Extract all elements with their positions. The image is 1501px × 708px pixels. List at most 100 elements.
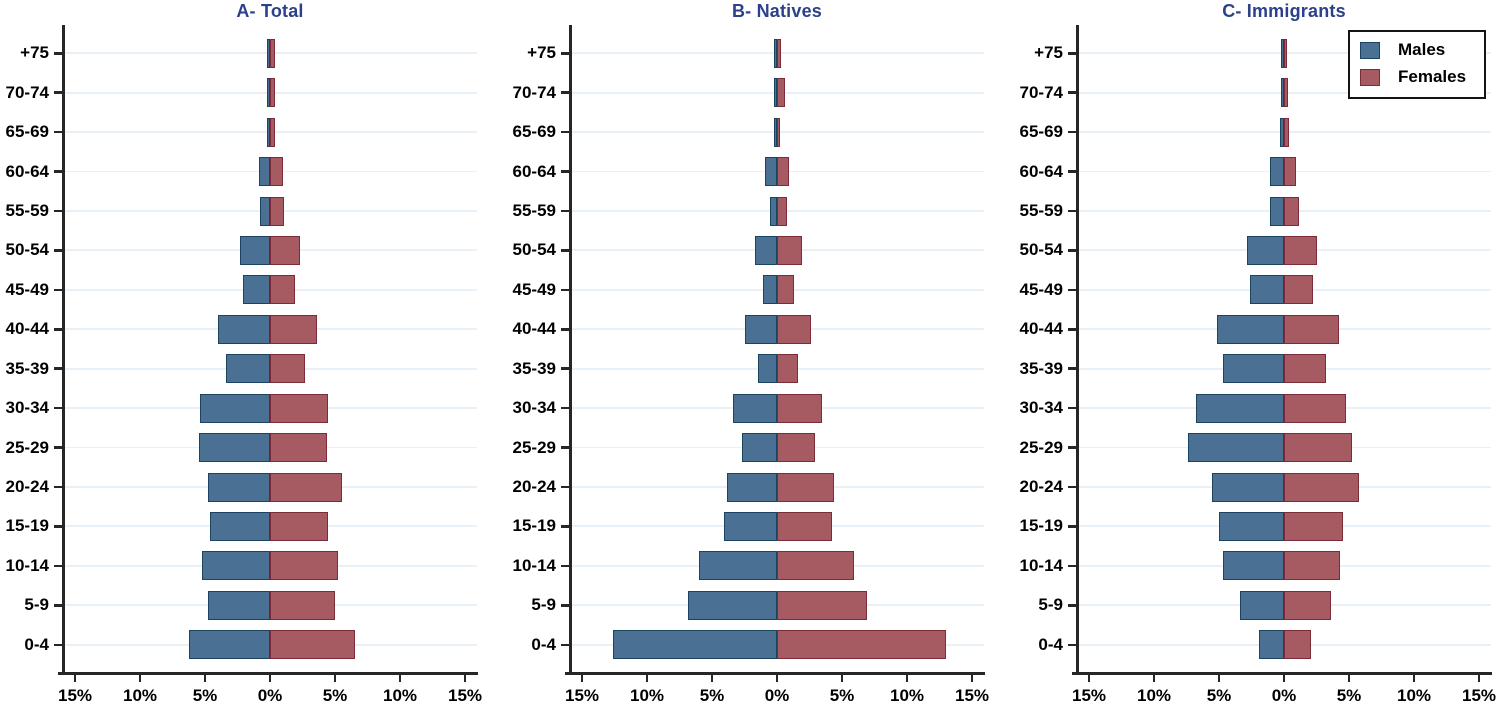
bar-females-0-4 bbox=[270, 630, 355, 660]
y-tick bbox=[54, 643, 63, 646]
y-axis-label: 30-34 bbox=[512, 398, 556, 418]
y-tick bbox=[54, 525, 63, 528]
x-tick bbox=[1347, 674, 1351, 682]
y-tick bbox=[561, 406, 570, 410]
bar-females-60-64 bbox=[270, 157, 283, 187]
bar-females-+75 bbox=[1284, 38, 1288, 68]
bar-males-65-69 bbox=[1280, 117, 1284, 147]
y-axis-label: 0-4 bbox=[1038, 634, 1063, 654]
panel-title: B- Natives bbox=[731, 1, 823, 21]
plot-area-total: A- Total +75 70-74 65-69 60-64 55-59 50-54 45-… bbox=[6, 1, 483, 705]
y-tick bbox=[1068, 643, 1077, 646]
x-tick bbox=[1282, 674, 1286, 682]
x-tick-label: 10% bbox=[122, 686, 158, 705]
y-tick bbox=[561, 446, 570, 449]
y-axis-label: 15-19 bbox=[1019, 516, 1063, 536]
x-axis-line bbox=[1072, 672, 1492, 675]
y-axis-label: +75 bbox=[20, 43, 49, 63]
y-tick bbox=[561, 328, 570, 331]
y-axis-label: 5-9 bbox=[531, 595, 556, 615]
bar-females-25-29 bbox=[1284, 433, 1352, 463]
y-axis-line bbox=[62, 25, 65, 675]
bar-males-+75 bbox=[266, 38, 270, 68]
x-tick bbox=[463, 674, 467, 682]
plot-area-immigrants: C- Immigrants Males Females +75 70-74 65-6… bbox=[1020, 1, 1497, 705]
bar-males-50-54 bbox=[754, 235, 777, 265]
y-tick bbox=[561, 564, 570, 568]
bar-males-20-24 bbox=[726, 472, 777, 502]
legend-item-females: Females bbox=[1360, 68, 1466, 86]
bar-males-10-14 bbox=[1222, 551, 1284, 581]
bar-males-55-59 bbox=[1270, 196, 1284, 226]
y-axis-label: +75 bbox=[527, 43, 556, 63]
bar-females-5-9 bbox=[270, 590, 335, 620]
y-axis-label: 55-59 bbox=[5, 201, 49, 221]
bar-males-25-29 bbox=[198, 433, 270, 463]
y-axis-label: 50-54 bbox=[1019, 240, 1063, 260]
bar-males-5-9 bbox=[687, 590, 777, 620]
bar-females-40-44 bbox=[1284, 314, 1339, 344]
x-tick-label: 10% bbox=[629, 686, 665, 705]
bar-females-+75 bbox=[270, 38, 275, 68]
bar-females-5-9 bbox=[777, 590, 868, 620]
y-tick bbox=[561, 130, 570, 134]
bar-males-40-44 bbox=[744, 314, 777, 344]
bar-females-35-39 bbox=[270, 354, 306, 384]
bar-females-65-69 bbox=[777, 117, 781, 147]
x-tick bbox=[775, 674, 779, 682]
bar-males-70-74 bbox=[266, 78, 270, 108]
bar-females-70-74 bbox=[777, 78, 785, 108]
bar-males-+75 bbox=[1280, 38, 1284, 68]
y-axis-label: 25-29 bbox=[1019, 437, 1063, 457]
y-tick bbox=[54, 170, 63, 173]
y-tick bbox=[54, 485, 63, 489]
y-axis-label: 35-39 bbox=[512, 358, 556, 378]
bar-males-55-59 bbox=[769, 196, 777, 226]
panel-c-immigrants: C- Immigrants Males Females +75 70-74 65-6… bbox=[1020, 0, 1497, 708]
y-tick bbox=[1068, 170, 1077, 173]
y-axis-label: 0-4 bbox=[531, 634, 556, 654]
bar-males-0-4 bbox=[189, 630, 270, 660]
bar-females-70-74 bbox=[1284, 78, 1288, 108]
x-tick-label: 0% bbox=[764, 686, 790, 705]
bar-males-0-4 bbox=[1259, 630, 1284, 660]
bar-males-35-39 bbox=[226, 354, 270, 384]
bar-females-10-14 bbox=[270, 551, 338, 581]
y-axis-label: 65-69 bbox=[5, 122, 49, 142]
y-tick bbox=[54, 288, 63, 292]
y-axis-label: 65-69 bbox=[1019, 122, 1063, 142]
plot-area-natives: B- Natives +75 70-74 65-69 60-64 55-59 50-54 4… bbox=[513, 1, 990, 705]
bar-males-35-39 bbox=[757, 354, 777, 384]
x-tick bbox=[710, 674, 714, 682]
bar-males-70-74 bbox=[1280, 78, 1284, 108]
y-axis-label: 15-19 bbox=[512, 516, 556, 536]
y-axis-label: 25-29 bbox=[5, 437, 49, 457]
bar-females-55-59 bbox=[777, 196, 787, 226]
x-tick-label: 10% bbox=[382, 686, 418, 705]
bar-males-25-29 bbox=[741, 433, 777, 463]
y-axis-label: 60-64 bbox=[512, 161, 556, 181]
x-tick bbox=[73, 674, 77, 682]
y-tick bbox=[54, 209, 63, 213]
y-tick bbox=[561, 367, 570, 370]
y-axis-label: 60-64 bbox=[1019, 161, 1063, 181]
x-tick bbox=[905, 674, 909, 682]
bar-males-10-14 bbox=[202, 551, 270, 581]
bar-males-15-19 bbox=[723, 511, 777, 541]
panel-title: C- Immigrants bbox=[1222, 1, 1346, 21]
y-tick bbox=[561, 170, 570, 173]
x-tick bbox=[398, 674, 402, 682]
bar-males-30-34 bbox=[733, 393, 777, 423]
y-axis-label: 70-74 bbox=[512, 82, 556, 102]
y-axis-label: 55-59 bbox=[512, 201, 556, 221]
y-axis-label: 35-39 bbox=[1019, 358, 1063, 378]
y-tick bbox=[1068, 604, 1077, 607]
x-tick-label: 0% bbox=[257, 686, 283, 705]
bar-males-40-44 bbox=[218, 314, 270, 344]
y-axis-label: 70-74 bbox=[1019, 82, 1063, 102]
y-axis-label: 40-44 bbox=[5, 319, 49, 339]
y-tick bbox=[1068, 328, 1077, 331]
bar-females-60-64 bbox=[1284, 157, 1297, 187]
y-tick bbox=[561, 288, 570, 292]
